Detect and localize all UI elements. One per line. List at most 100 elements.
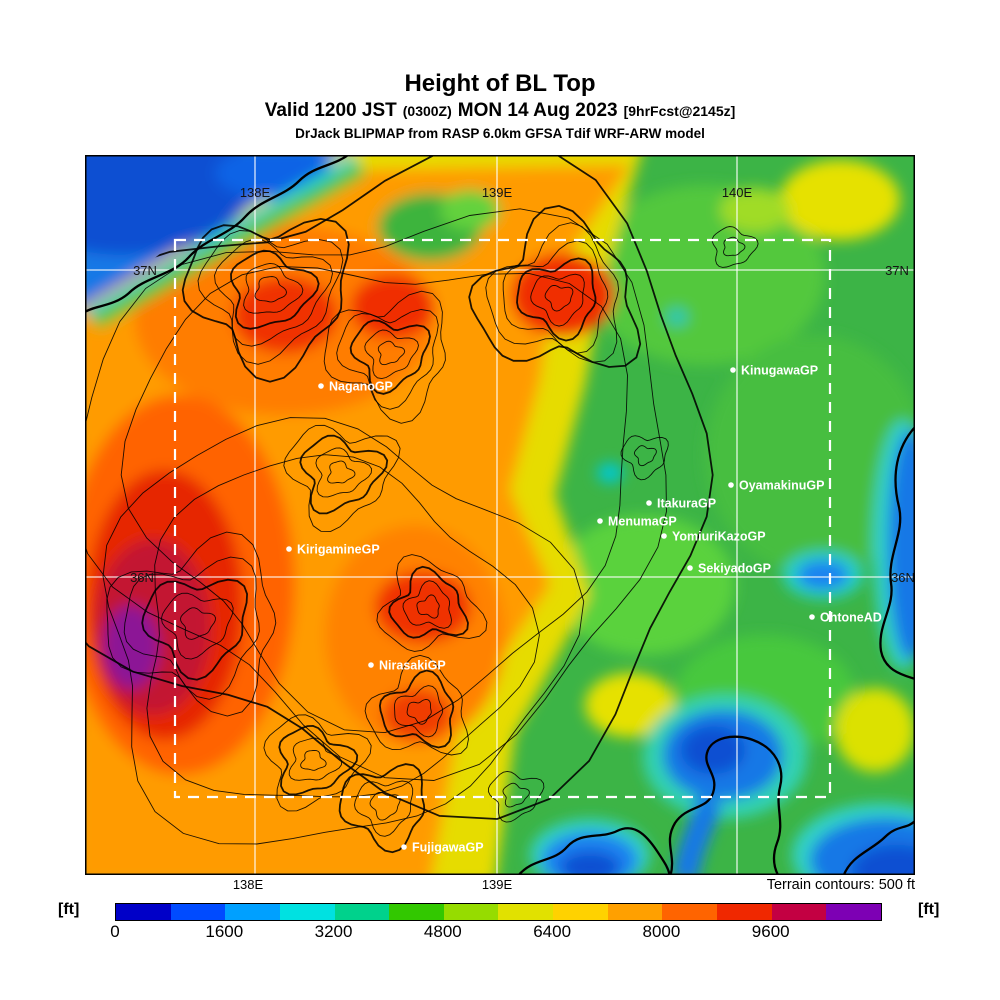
contour-line bbox=[263, 714, 372, 812]
colorbar-tick-label: 3200 bbox=[314, 922, 353, 941]
contour-line bbox=[633, 445, 657, 467]
site-marker-dot bbox=[318, 383, 324, 389]
site-marker-dot bbox=[661, 533, 667, 539]
site-marker-dot bbox=[730, 367, 736, 373]
contour-line bbox=[406, 698, 432, 725]
contour-line bbox=[102, 417, 585, 845]
contour-line bbox=[106, 531, 277, 717]
page-title: Height of BL Top bbox=[404, 70, 596, 97]
site-label: ItakuraGP bbox=[657, 497, 716, 511]
site-marker-dot bbox=[687, 565, 693, 571]
contour-line bbox=[544, 285, 574, 312]
colorbar-unit-right: [ft] bbox=[918, 901, 940, 918]
terrain-note: Terrain contours: 500 ft bbox=[766, 877, 915, 893]
colorbar-segment bbox=[334, 904, 390, 920]
contour-line bbox=[388, 565, 469, 639]
valid-date: MON 14 Aug 2023 bbox=[457, 100, 618, 121]
contour-line bbox=[723, 236, 746, 257]
grid-label: 37N bbox=[133, 263, 157, 278]
colorbar-segment bbox=[607, 904, 663, 920]
site-marker-dot bbox=[368, 662, 374, 668]
contour-line bbox=[516, 257, 597, 342]
grid-label: 138E bbox=[240, 185, 271, 200]
valid-zulu: (0300Z) bbox=[402, 103, 452, 119]
colorbar-tick-label: 9600 bbox=[751, 922, 790, 941]
colorbar-segment bbox=[225, 904, 280, 920]
contour-line bbox=[214, 238, 333, 347]
site-marker-dot bbox=[646, 500, 652, 506]
site-label: OhtoneAD bbox=[820, 611, 882, 625]
contour-line bbox=[485, 222, 620, 363]
contour-line bbox=[141, 578, 249, 681]
site-label: FujigawaGP bbox=[412, 841, 484, 855]
colorbar-segment bbox=[553, 904, 608, 920]
contour-line bbox=[160, 592, 234, 660]
colorbar-segment bbox=[170, 904, 226, 920]
model-line: DrJack BLIPMAP from RASP 6.0km GFSA Tdif… bbox=[295, 126, 705, 141]
contour-line bbox=[243, 262, 304, 314]
site-marker-dot bbox=[597, 518, 603, 524]
site-marker-dot bbox=[401, 844, 407, 850]
contour-line bbox=[327, 460, 356, 484]
terrain-contours bbox=[85, 155, 759, 854]
contour-line bbox=[123, 556, 260, 700]
colorbar-segment bbox=[717, 904, 772, 920]
contour-line bbox=[364, 329, 419, 380]
map-border bbox=[85, 155, 915, 875]
contour-line bbox=[502, 240, 609, 354]
contour-line bbox=[181, 217, 350, 383]
coastlines bbox=[85, 155, 915, 875]
site-marker-dot bbox=[809, 614, 815, 620]
site-label: SekiyadoGP bbox=[698, 562, 771, 576]
contour-line bbox=[354, 780, 414, 837]
map-area: 138E 139E 140E 37N 37N 36N 36N NaganoGP Kinugaw… bbox=[85, 155, 915, 875]
grid-labels-layer: 138E 139E 140E 37N 37N 36N 36N bbox=[130, 185, 915, 585]
site-label: KirigamineGP bbox=[297, 543, 380, 557]
site-marker-dot bbox=[728, 482, 734, 488]
contour-line bbox=[394, 685, 444, 738]
contour-line bbox=[402, 580, 452, 629]
contour-line bbox=[349, 319, 431, 395]
colorbar-tick-label: 1600 bbox=[205, 922, 244, 941]
contour-line bbox=[315, 447, 373, 498]
bottom-axis-label: 139E bbox=[481, 877, 513, 892]
grid-label: 140E bbox=[722, 185, 753, 200]
grid-label: 36N bbox=[891, 570, 915, 585]
site-label: NirasakiGP bbox=[379, 659, 446, 673]
colorbar-tick-label: 8000 bbox=[642, 922, 681, 941]
contour-line bbox=[300, 749, 327, 771]
colorbar bbox=[115, 903, 882, 921]
contour-line bbox=[502, 782, 530, 808]
site-marker-dot bbox=[286, 546, 292, 552]
contour-line bbox=[180, 607, 217, 640]
contour-line bbox=[711, 226, 759, 268]
contour-line bbox=[120, 265, 628, 734]
contour-line bbox=[487, 770, 545, 823]
contour-line bbox=[338, 763, 426, 854]
colorbar-segment bbox=[498, 904, 554, 920]
site-label: YomiuriKazoGP bbox=[672, 530, 766, 544]
map-svg: 138E 139E 140E 37N 37N 36N 36N NaganoGP Kinugaw… bbox=[85, 155, 915, 875]
site-label: OyamakinuGP bbox=[739, 479, 824, 493]
colorbar-ticks: 0 1600 3200 4800 6400 8000 9600 bbox=[110, 922, 880, 944]
contour-line bbox=[197, 230, 344, 365]
valid-prefix: Valid 1200 JST bbox=[264, 100, 397, 121]
contour-line bbox=[376, 554, 488, 652]
contour-line bbox=[530, 273, 585, 327]
contour-line bbox=[85, 155, 714, 820]
contour-line bbox=[278, 724, 359, 796]
colorbar-tick-label: 6400 bbox=[533, 922, 572, 941]
contour-line bbox=[230, 249, 320, 330]
contour-line bbox=[323, 290, 446, 424]
contour-line bbox=[336, 309, 439, 410]
contour-line bbox=[146, 454, 540, 798]
contour-line bbox=[378, 669, 455, 749]
colorbar-tick-label: 0 bbox=[110, 922, 120, 941]
site-label: NaganoGP bbox=[329, 380, 393, 394]
grid-label: 37N bbox=[885, 263, 909, 278]
contour-line bbox=[288, 737, 343, 781]
grid-label: 139E bbox=[482, 185, 513, 200]
grid-label: 36N bbox=[130, 570, 154, 585]
colorbar-unit-left: [ft] bbox=[58, 901, 80, 918]
site-label: MenumaGP bbox=[608, 515, 677, 529]
